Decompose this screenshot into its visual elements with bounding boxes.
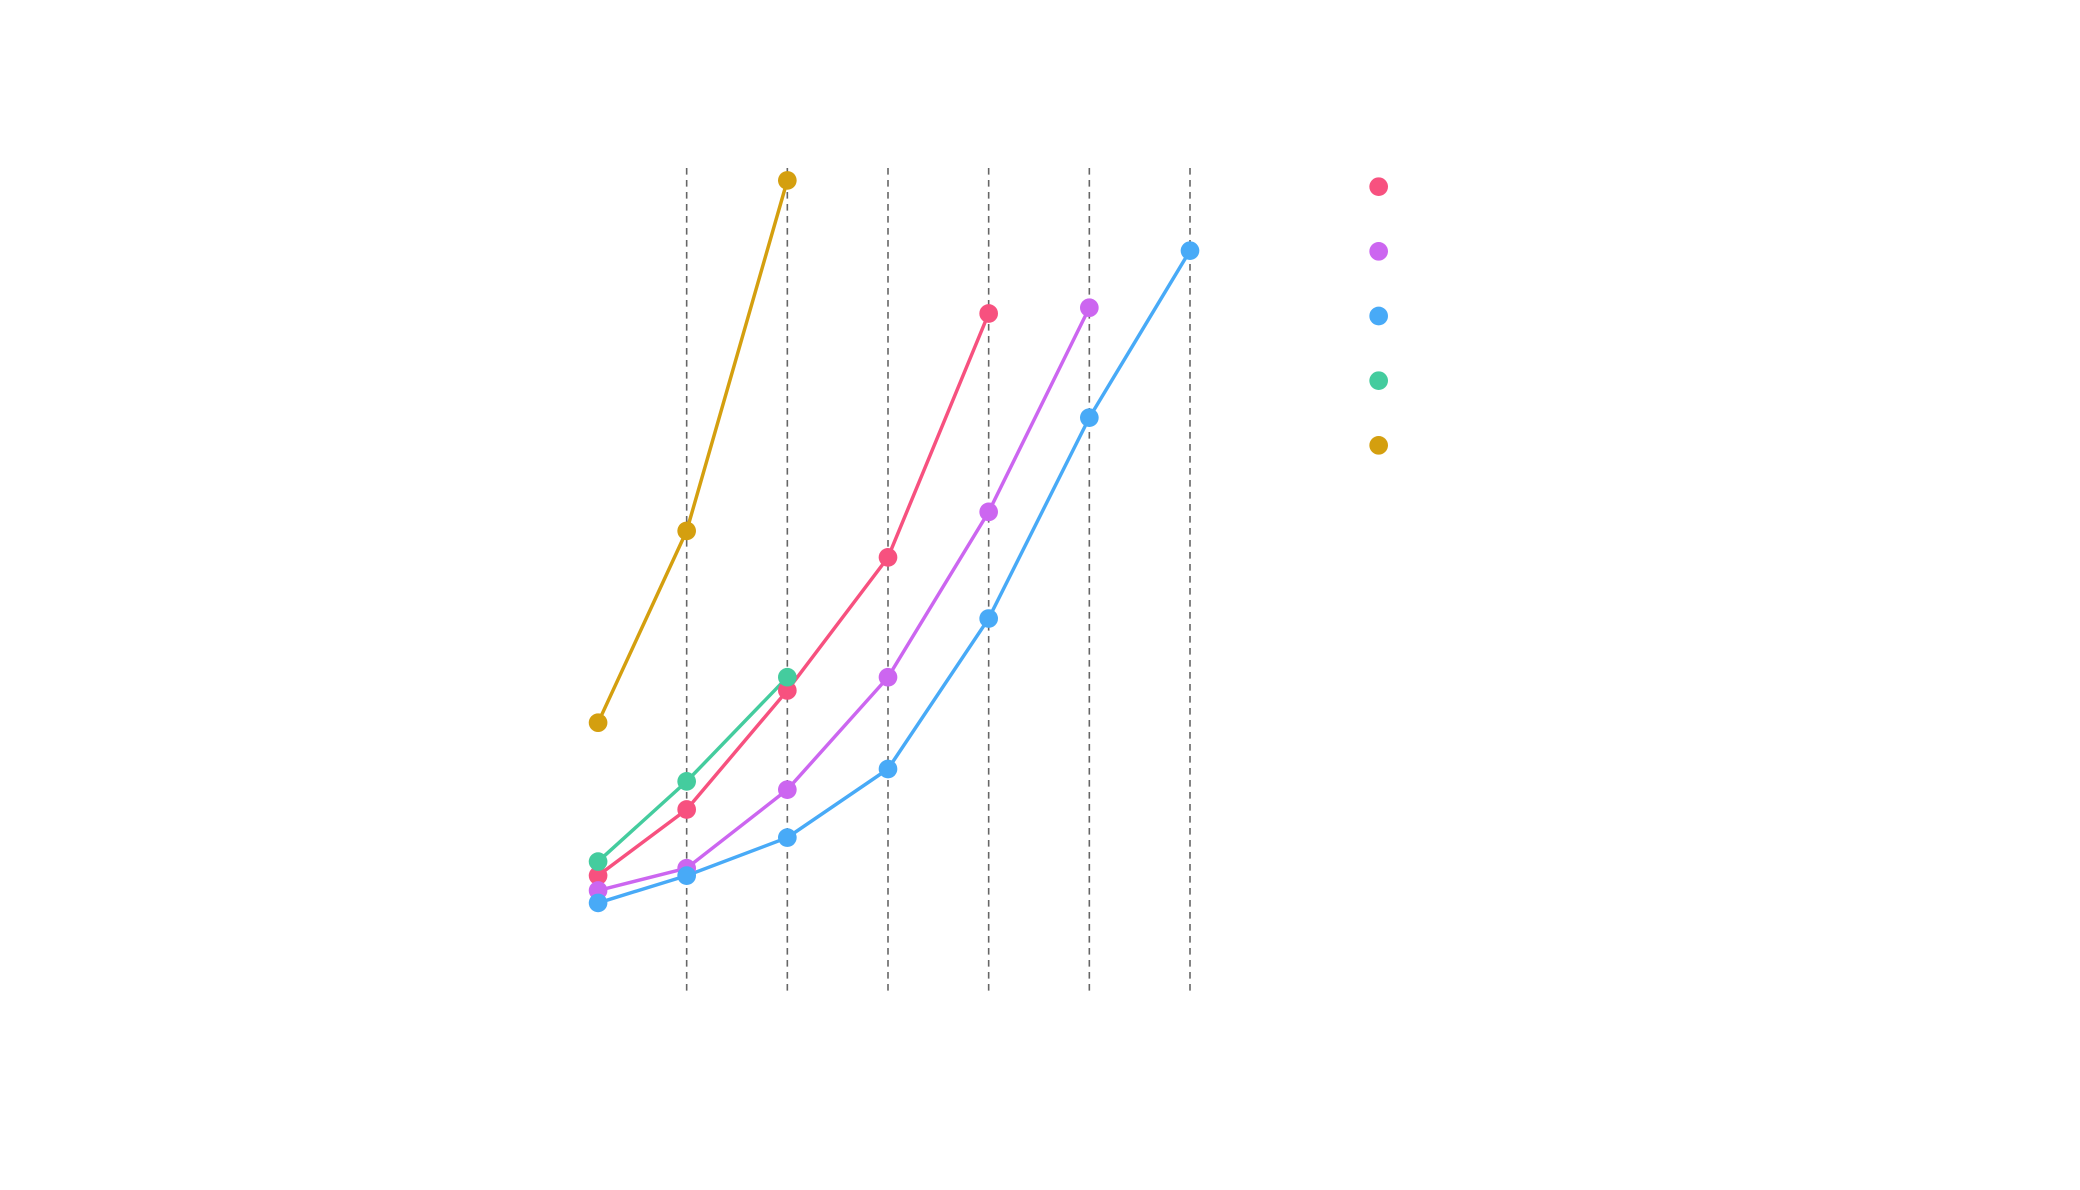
data-point — [878, 667, 898, 687]
data-point — [1080, 408, 1099, 427]
data-point — [1180, 241, 1200, 260]
data-point — [878, 548, 898, 567]
data-point — [588, 893, 608, 913]
data-point — [677, 772, 696, 791]
data-point — [979, 609, 998, 628]
data-point — [778, 828, 797, 847]
legend-marker — [1369, 177, 1388, 196]
series-line — [596, 676, 789, 863]
data-point — [677, 866, 696, 885]
data-point — [979, 502, 998, 522]
legend-marker — [1369, 306, 1388, 326]
series-line — [597, 306, 1091, 893]
legend-marker — [1369, 242, 1388, 261]
legend-marker — [1369, 436, 1388, 455]
data-point — [1080, 298, 1099, 318]
data-point — [677, 521, 696, 541]
series-line — [596, 179, 789, 724]
data-point — [677, 800, 696, 819]
data-point — [778, 681, 797, 700]
data-point — [778, 667, 797, 687]
data-point — [979, 304, 998, 323]
data-point — [588, 852, 608, 871]
data-point — [588, 866, 608, 885]
data-point — [588, 713, 608, 733]
data-point — [778, 780, 797, 799]
data-point — [878, 759, 898, 779]
data-point — [778, 171, 797, 190]
legend-marker — [1369, 371, 1388, 390]
